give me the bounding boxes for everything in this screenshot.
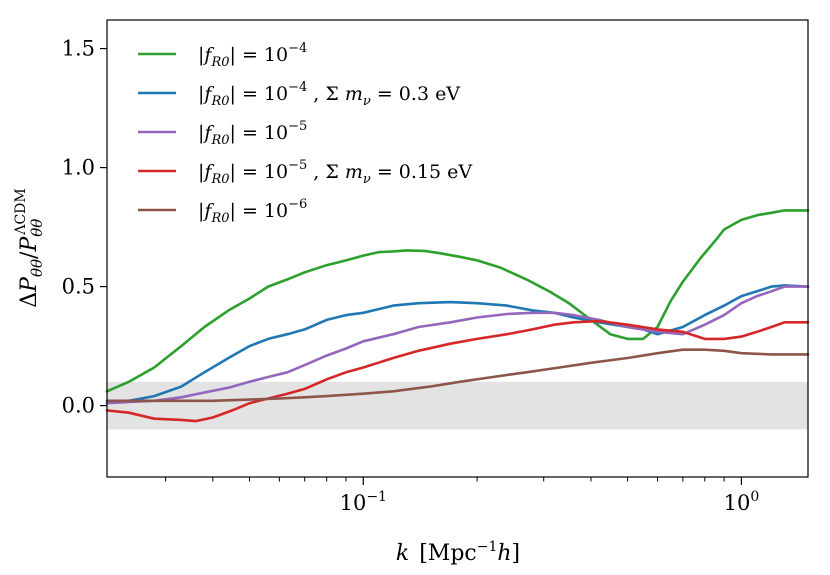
shaded-band [107, 381, 808, 430]
y-tick-label: 0.5 [62, 275, 95, 299]
tick-layer: 0.0 0.5 1.0 1.5 10−1 100 [62, 37, 760, 515]
x-axis-label: k [Mpc−1h] [396, 539, 520, 566]
series-line-4 [105, 348, 810, 403]
x-tick-label: 10−1 [340, 489, 387, 515]
y-axis-label: ΔPθθ/PθθΛCDM [13, 188, 46, 307]
series-layer [105, 209, 810, 423]
shaded-band-layer [107, 381, 808, 430]
legend-label-2: |fR0| = 10−5 [198, 119, 307, 148]
y-tick-label: 1.5 [62, 37, 95, 61]
y-tick-label: 0.0 [62, 394, 95, 418]
legend: |fR0| = 10−4 |fR0| = 10−4 , Σ mν = 0.3 eV… [138, 41, 472, 226]
legend-label-3: |fR0| = 10−5 , Σ mν = 0.15 eV [198, 158, 472, 187]
plot-frame [106, 19, 809, 478]
x-tick-label: 100 [724, 489, 760, 515]
legend-label-0: |fR0| = 10−4 [198, 41, 307, 70]
y-tick-label: 1.0 [62, 156, 95, 180]
series-line-0 [105, 209, 810, 393]
series-line-2 [105, 285, 810, 405]
legend-label-4: |fR0| = 10−6 [198, 197, 307, 226]
legend-label-1: |fR0| = 10−4 , Σ mν = 0.3 eV [198, 80, 460, 109]
series-line-1 [105, 284, 810, 405]
series-line-3 [105, 319, 810, 423]
